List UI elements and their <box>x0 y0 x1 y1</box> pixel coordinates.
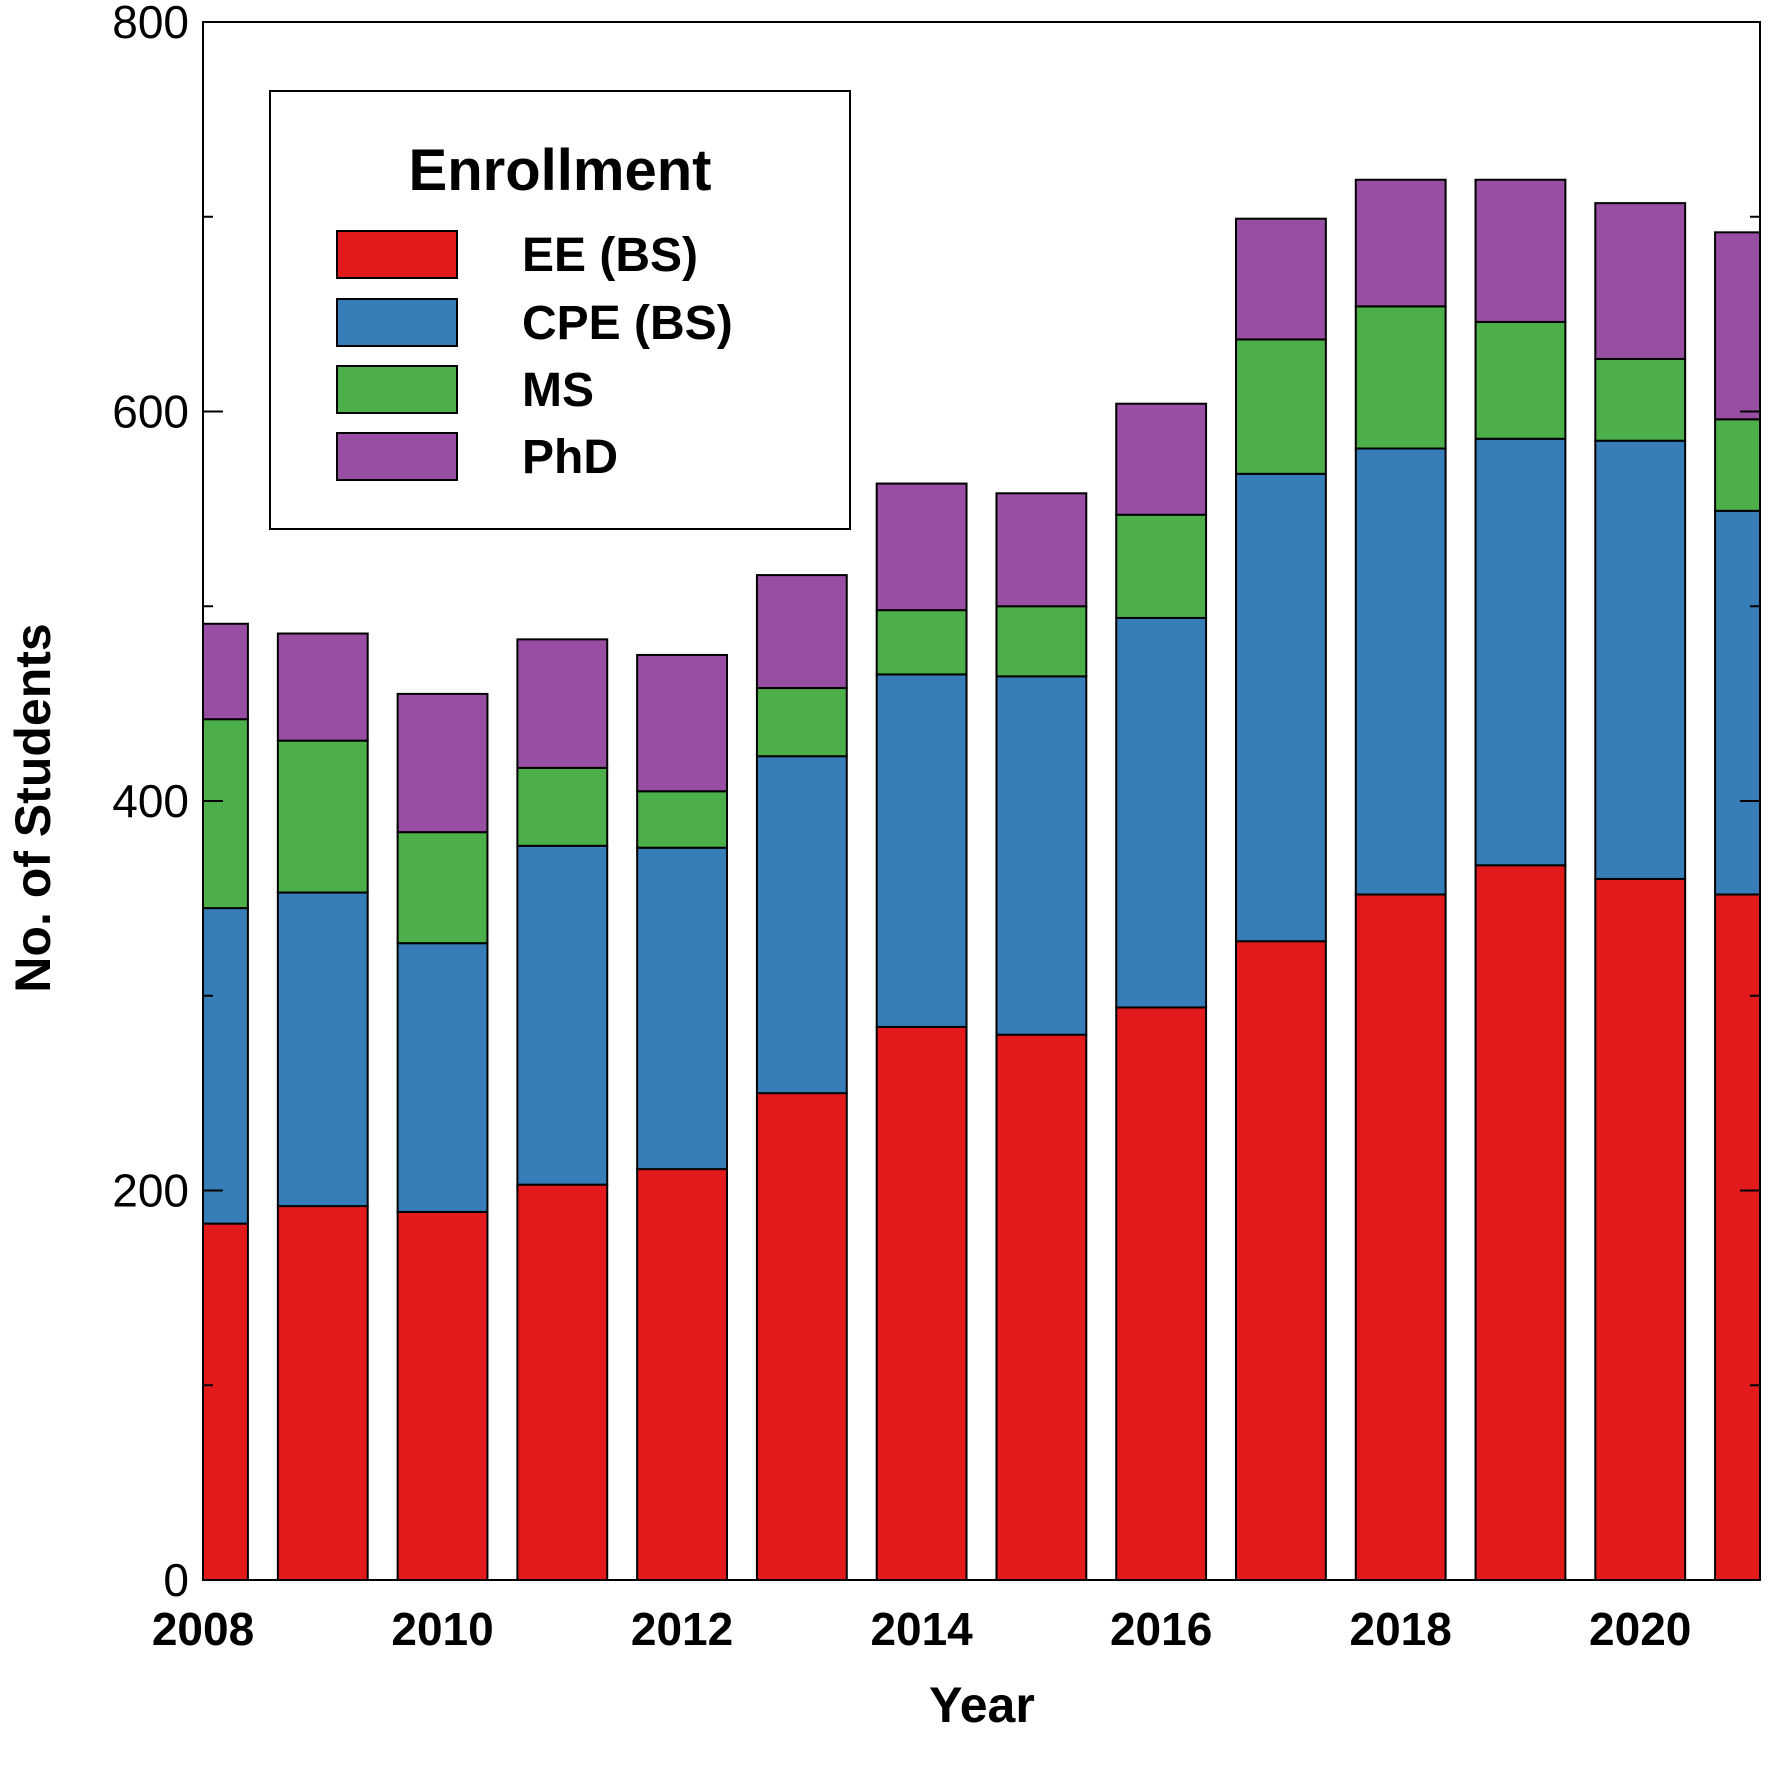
bars-layer <box>203 178 1760 1580</box>
y-tick-label: 200 <box>112 1165 189 1217</box>
bar-2008-series-2 <box>203 718 249 910</box>
bar-2020-series-1 <box>1594 439 1687 880</box>
bar-2018-series-1 <box>1354 447 1447 896</box>
legend-swatch-1 <box>336 298 458 347</box>
bar-2017-series-3 <box>1235 217 1327 341</box>
legend-swatch-0 <box>336 230 458 279</box>
bar-2021-series-3 <box>1714 231 1760 421</box>
bar-2012-series-1 <box>636 846 728 1171</box>
bar-2013-series-0 <box>755 1092 848 1580</box>
bar-2011-series-3 <box>516 638 609 769</box>
bar-2016-series-2 <box>1115 513 1208 619</box>
bar-2010-series-3 <box>396 692 489 834</box>
bar-2021-series-2 <box>1714 418 1760 512</box>
bar-2008-series-1 <box>203 907 249 1225</box>
bar-2008-series-0 <box>203 1222 249 1580</box>
bar-2018-series-3 <box>1354 178 1447 308</box>
bar-2017-series-2 <box>1235 338 1327 475</box>
x-tick-label: 2012 <box>631 1603 733 1655</box>
bar-2010-series-2 <box>396 831 489 945</box>
bar-2021-series-0 <box>1714 893 1760 1580</box>
bar-2020-series-0 <box>1594 877 1687 1580</box>
legend-title: Enrollment <box>409 138 712 203</box>
bar-2016-series-0 <box>1115 1006 1208 1580</box>
bar-2009-series-1 <box>276 891 369 1208</box>
bar-2015-series-0 <box>995 1033 1088 1580</box>
bar-2018-series-2 <box>1354 305 1447 450</box>
x-tick-label: 2010 <box>391 1603 493 1655</box>
bar-2012-series-3 <box>636 653 728 793</box>
bar-2013-series-3 <box>755 574 848 690</box>
legend-label-0: EE (BS) <box>522 229 698 282</box>
bar-2012-series-2 <box>636 790 728 849</box>
legend: Enrollment EE (BS) CPE (BS) MS PhD <box>269 90 851 530</box>
x-tick-label: 2008 <box>152 1603 254 1655</box>
bar-2016-series-3 <box>1115 402 1208 516</box>
bar-2015-series-1 <box>995 675 1088 1036</box>
y-tick-label: 600 <box>112 386 189 438</box>
bar-2016-series-1 <box>1115 616 1208 1009</box>
bar-2011-series-2 <box>516 766 609 847</box>
bar-2009-series-2 <box>276 739 369 894</box>
legend-label-2: MS <box>522 364 594 417</box>
y-tick-label: 0 <box>163 1554 189 1606</box>
bar-2011-series-0 <box>516 1183 609 1580</box>
bar-2019-series-1 <box>1474 437 1567 867</box>
bar-2019-series-2 <box>1474 320 1567 440</box>
bar-2008-series-3 <box>203 622 249 721</box>
x-tick-label: 2016 <box>1110 1603 1212 1655</box>
bar-2013-series-2 <box>755 687 848 758</box>
x-axis-title: Year <box>929 1677 1035 1733</box>
legend-swatch-3 <box>336 432 458 481</box>
bar-2014-series-0 <box>875 1025 968 1580</box>
y-axis-title: No. of Students <box>5 623 61 992</box>
bar-2014-series-2 <box>875 609 968 676</box>
bar-2015-series-2 <box>995 605 1088 678</box>
x-tick-label: 2020 <box>1589 1603 1691 1655</box>
bar-2020-series-3 <box>1594 202 1687 360</box>
bar-2013-series-1 <box>755 755 848 1095</box>
bar-2021-series-1 <box>1714 509 1760 896</box>
legend-label-1: CPE (BS) <box>522 297 733 350</box>
bar-2012-series-0 <box>636 1168 728 1580</box>
bar-2010-series-0 <box>396 1210 489 1580</box>
bar-2017-series-0 <box>1235 940 1327 1580</box>
bar-2009-series-0 <box>276 1205 369 1580</box>
bar-2009-series-3 <box>276 632 369 742</box>
y-tick-label: 400 <box>112 775 189 827</box>
bar-2018-series-0 <box>1354 893 1447 1580</box>
bar-2010-series-1 <box>396 942 489 1213</box>
bar-2019-series-0 <box>1474 864 1567 1580</box>
bar-2011-series-1 <box>516 844 609 1186</box>
bar-2014-series-1 <box>875 673 968 1028</box>
bar-2017-series-1 <box>1235 472 1327 943</box>
axes-layer: 0 200 400 600 800 2008 2010 2012 2014 2016 2018 202… <box>112 0 1761 1655</box>
bar-2019-series-3 <box>1474 178 1567 323</box>
legend-label-3: PhD <box>522 431 618 484</box>
legend-swatch-2 <box>336 365 458 414</box>
bar-2014-series-3 <box>875 482 968 612</box>
x-tick-label: 2014 <box>870 1603 973 1655</box>
y-tick-label: 800 <box>112 0 189 48</box>
bar-2015-series-3 <box>995 492 1088 608</box>
bar-2020-series-2 <box>1594 357 1687 442</box>
x-tick-label: 2018 <box>1350 1603 1452 1655</box>
